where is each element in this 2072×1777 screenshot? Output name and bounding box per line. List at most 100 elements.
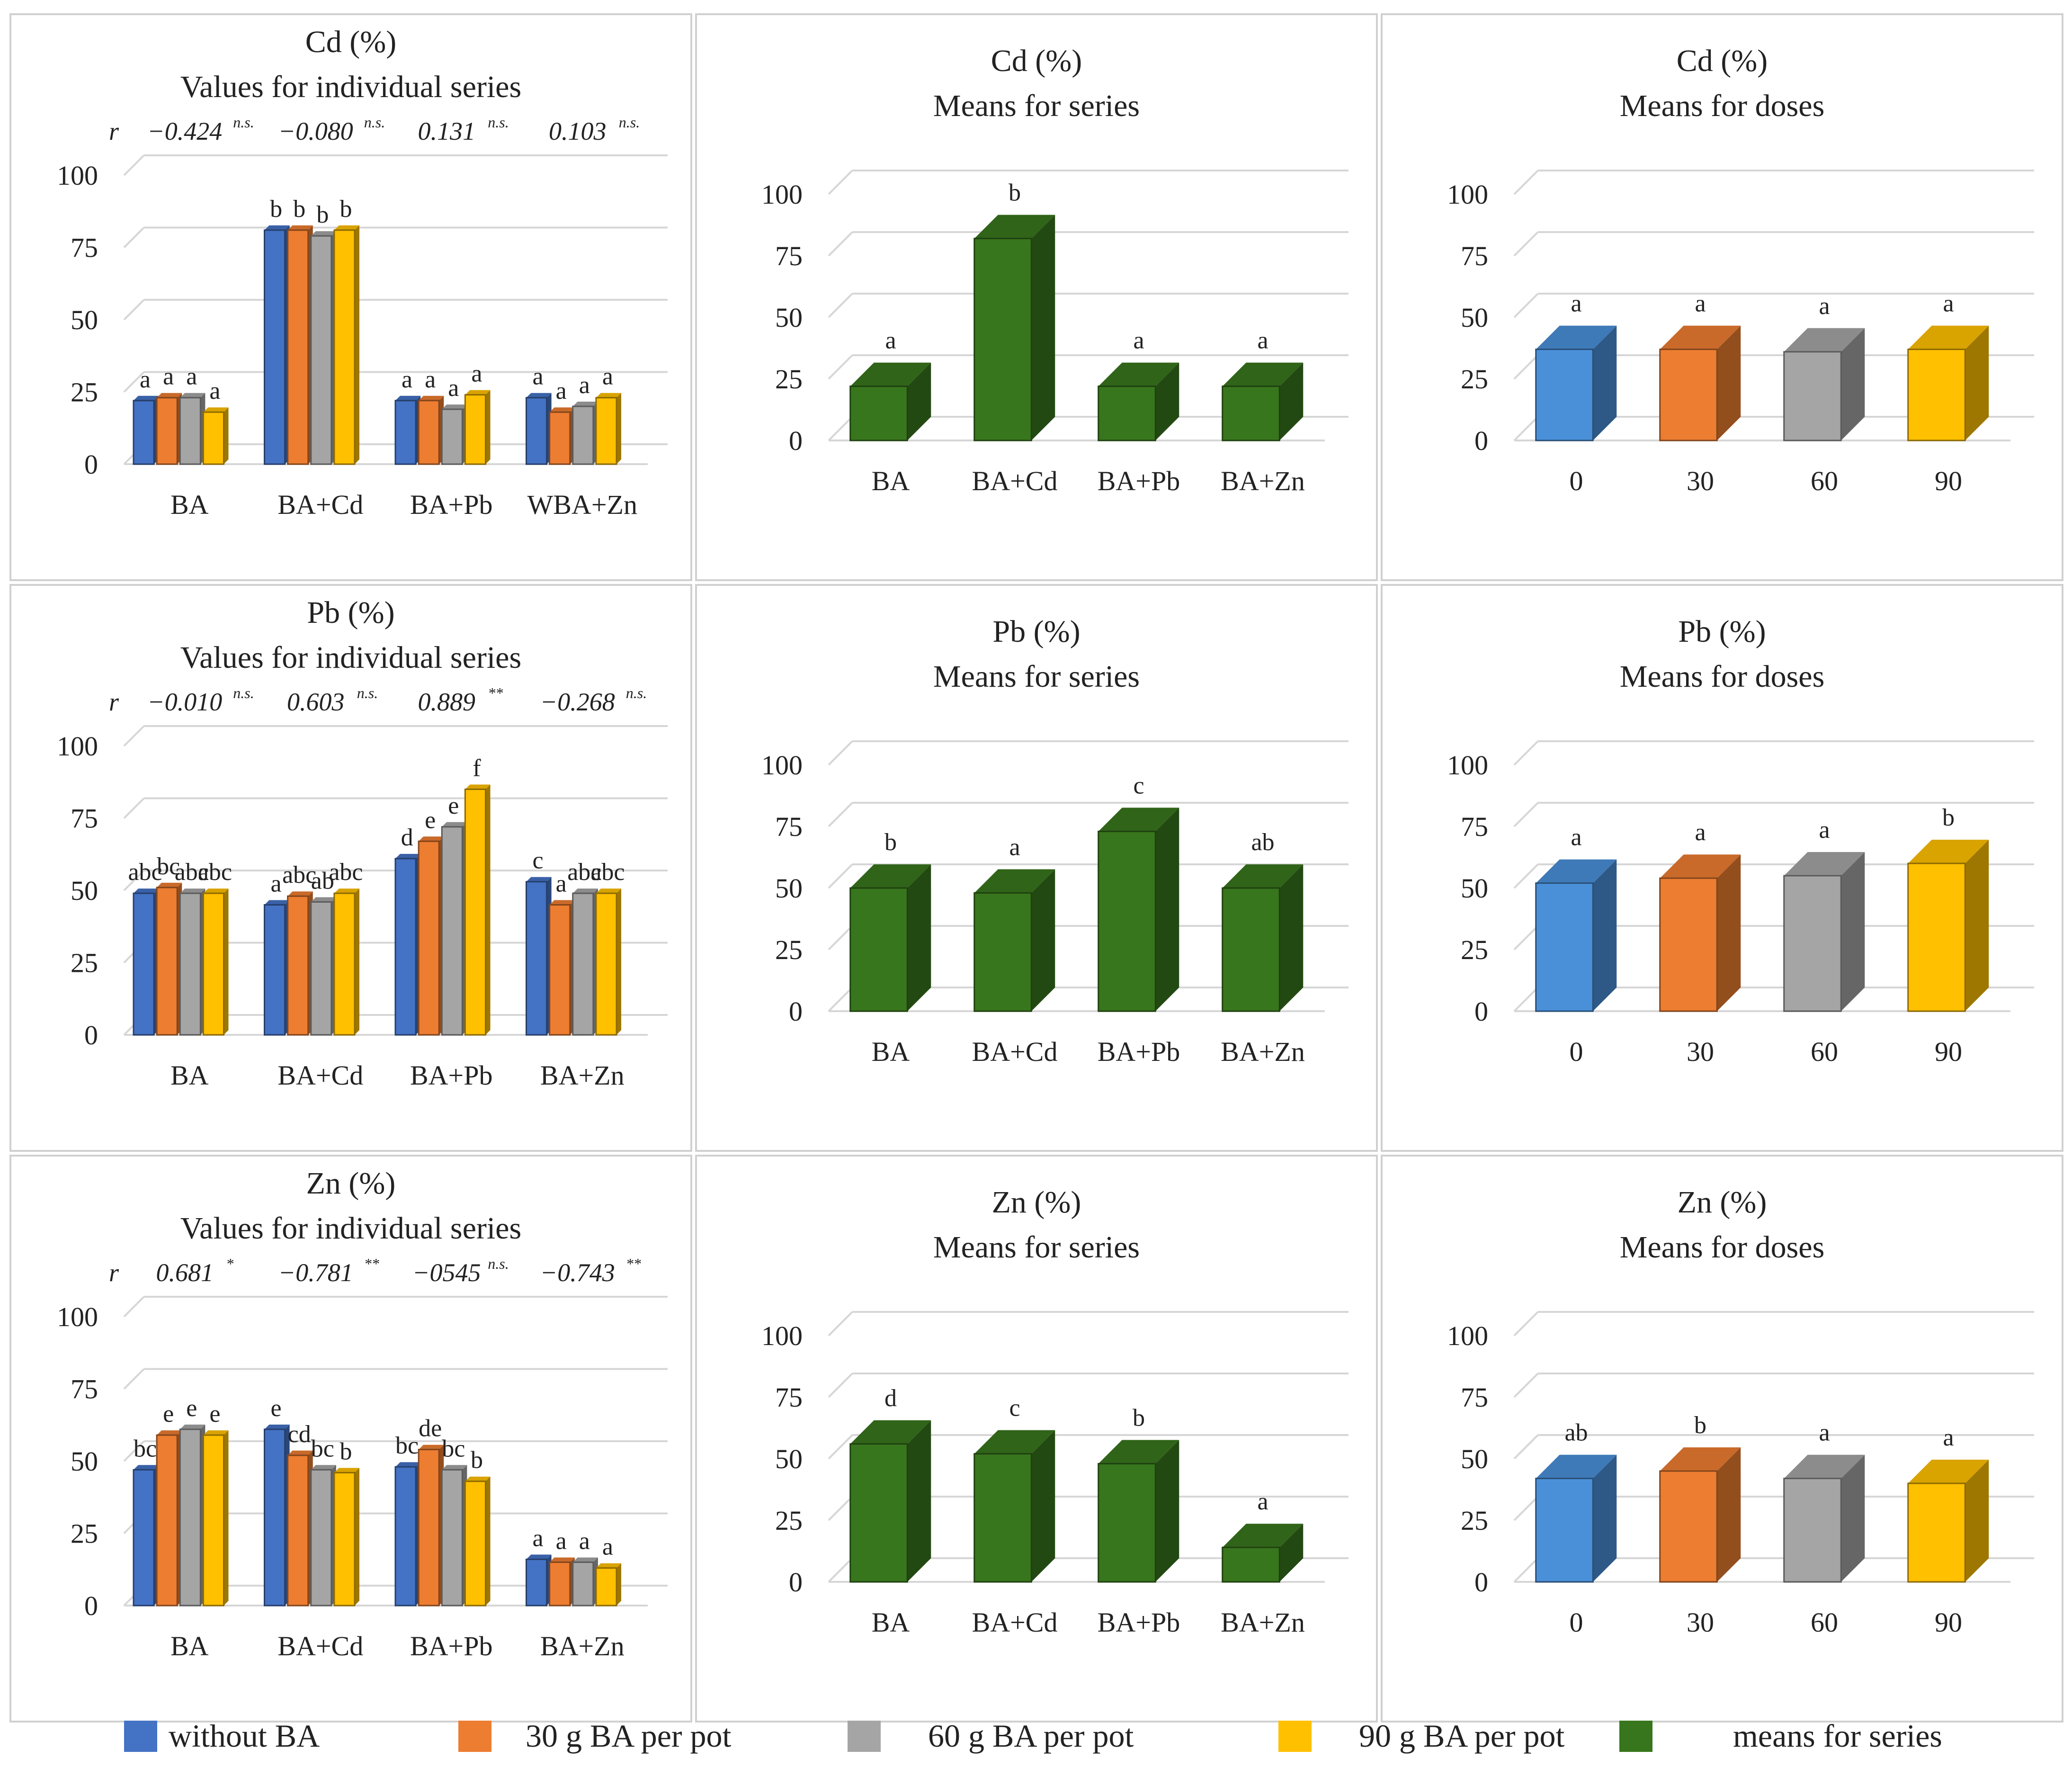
panel-r2c1-xtick-1: BA+Cd: [972, 1607, 1058, 1638]
panel-r0c1-bar-2-side: [1155, 362, 1179, 440]
panel-r1c2-grid-diag-3: [1513, 802, 1539, 827]
panel-r0c0-bar-s0-c1-top: [264, 225, 290, 230]
panel-r1c0-r-value-1: 0.603: [287, 688, 345, 716]
panel-r0c2-ytick-4: 100: [1447, 179, 1488, 210]
panel-r2c0-label-s2-c1: bc: [311, 1435, 334, 1462]
panel-r1c0-bar-s1-c2-top: [419, 836, 444, 842]
panel-r1c0-label-s0-c1: a: [271, 871, 282, 897]
panel-r0c2-ytick-3: 75: [1461, 241, 1488, 271]
panel-r1c2-bar-2-top: [1784, 852, 1865, 876]
panel-r1c0-bar-s1-c0: [156, 887, 178, 1036]
panel-r1c2-ytick-3: 75: [1461, 811, 1488, 842]
panel-r1c1-bar-0-side: [907, 864, 931, 1011]
panel-r2c2-bar-1-top: [1660, 1447, 1741, 1471]
panel-r2c1-bar-1: [973, 1453, 1032, 1583]
panel-r2c2-label-2: a: [1819, 1419, 1830, 1446]
panel-r2c0-bar-s3-c3-top: [596, 1563, 621, 1568]
panel-r1c2-ytick-0: 0: [1474, 996, 1488, 1027]
panel-r2c1-bar-0-top: [850, 1420, 931, 1444]
panel-r1c0-label-s1-c0: bc: [157, 853, 180, 880]
panel-r2c0-bar-s2-c2-top: [442, 1465, 467, 1470]
panel-r2c1-grid-diag-4: [828, 1311, 853, 1337]
panel-r1c1-bar-0: [849, 887, 908, 1012]
panel-r0c0-bar-s2-c1: [310, 235, 332, 465]
panel-r2c0-bar-s1-c3: [549, 1562, 571, 1606]
panel-r0c1-bar-1-side: [1031, 215, 1055, 440]
panel-r1c0-bar-s3-c1: [333, 892, 356, 1036]
legend-label-s0: without BA: [169, 1718, 320, 1754]
panel-r2c0-bar-s0-c0: [133, 1469, 155, 1606]
panel-r0c1-bar-0-side: [907, 362, 931, 440]
panel-r1c2-grid-diag-4: [1513, 740, 1539, 766]
panel-r1c2-bar-0-top: [1536, 859, 1617, 883]
panel-r0c2-bar-1: [1659, 349, 1718, 441]
panel-r1c1-bar-3-top: [1222, 864, 1304, 888]
panel-r0c1-ytick-4: 100: [761, 179, 803, 210]
panel-r0c0-bar-s3-c0-side: [223, 407, 229, 464]
panel-r1c0-bar-s3-c2: [464, 789, 486, 1036]
panel-r0c0-xtick-0: BA: [170, 489, 209, 520]
panel-r1c1-grid-diag-0: [828, 987, 853, 1012]
legend-label-s3: 90 g BA per pot: [1359, 1718, 1565, 1754]
panel-r2c2-xtick-2: 60: [1811, 1607, 1838, 1638]
panel-r2c1-bar-2: [1098, 1463, 1156, 1583]
panel-r2c2-bar-0: [1535, 1478, 1594, 1583]
panel-r1c2-bar-1-top: [1660, 854, 1741, 879]
panel-r2c0-r-value-3: −0.743: [540, 1258, 615, 1287]
panel-r0c0-r-sig-3: n.s.: [619, 114, 640, 131]
panel-r2c2-bar-3-side: [1965, 1460, 1989, 1582]
panel-r0c2-label-1: a: [1695, 290, 1706, 317]
panel-r1c0-bar-s0-c3: [526, 881, 548, 1036]
panel-r0c2-label-3: a: [1943, 290, 1954, 317]
panel-r2c0-bar-s3-c1: [333, 1472, 356, 1606]
panel-r2c0-bar-s0-c3-top: [526, 1554, 552, 1560]
panel-r0c0-bar-s3-c0-top: [203, 407, 229, 413]
panel-r0c0-r-value-3: 0.103: [549, 117, 607, 145]
panel-r0c0-bar-s1-c3-top: [549, 407, 575, 413]
panel-r2c0-label-s1-c3: a: [556, 1528, 567, 1555]
panel-r1c0-xtick-3: BA+Zn: [540, 1060, 625, 1091]
panel-r2c0-bar-s2-c1: [310, 1469, 332, 1606]
panel-r0c0-bar-s3-c1-side: [355, 225, 359, 464]
panel-r0c2-title: Cd (%): [1677, 44, 1768, 78]
panel-r0c0-label-s3-c0: a: [209, 377, 220, 404]
panel-r2c1-bar-1-side: [1031, 1430, 1055, 1582]
panel-r0c2-label-2: a: [1819, 293, 1830, 320]
panel-r1c0-label-s2-c2: e: [448, 792, 459, 819]
panel-r1c0-r-sig-0: n.s.: [233, 684, 254, 701]
panel-r1c2-bar-2-side: [1841, 852, 1865, 1011]
panel-r2c2-frame: [1381, 1155, 2063, 1723]
panel-r0c2-bar-1-top: [1660, 325, 1741, 350]
panel-r0c0-bar-s2-c2: [441, 408, 463, 465]
panel-r2c0-bar-s3-c2-top: [465, 1476, 491, 1481]
panel-r1c2-xtick-3: 90: [1935, 1036, 1962, 1067]
panel-r1c2-bar-3: [1907, 862, 1966, 1012]
panel-r2c1-ytick-1: 25: [775, 1505, 803, 1536]
panel-r1c1-ytick-4: 100: [761, 750, 803, 781]
panel-r0c0-bar-s2-c3: [572, 405, 594, 465]
panel-r1c0-bar-s0-c2: [394, 858, 417, 1036]
panel-r0c0-grid-diag-2: [123, 299, 145, 321]
panel-r2c0-r-label: r: [109, 1258, 119, 1287]
panel-r1c1-bar-1: [973, 892, 1032, 1012]
panel-r2c1-label-1: c: [1009, 1395, 1020, 1422]
panel-r0c2-bar-2-top: [1784, 328, 1865, 352]
panel-r0c0-bar-s2-c1-top: [311, 231, 336, 236]
panel-r1c0-subtitle: Values for individual series: [180, 640, 521, 675]
panel-r1c1-label-0: b: [884, 829, 897, 856]
panel-r0c0-bar-s3-c2-top: [465, 390, 491, 395]
panel-r0c0-label-s3-c3: a: [602, 363, 613, 390]
panel-r2c1-xtick-0: BA: [872, 1607, 910, 1638]
panel-r0c0-label-s0-c0: a: [140, 366, 151, 393]
panel-r1c2-bar-1: [1659, 877, 1718, 1012]
panel-r1c0-bar-s1-c3: [549, 904, 571, 1036]
panel-r2c0-bar-s3-c2-side: [485, 1476, 491, 1606]
panel-r0c2-bar-3-top: [1908, 325, 1989, 350]
panel-r0c0-label-s0-c1: b: [270, 196, 282, 223]
panel-r0c0-bar-s1-c0-top: [157, 393, 182, 398]
panel-r2c0-grid-diag-3: [123, 1368, 145, 1390]
panel-r1c0-bar-s3-c3-side: [616, 888, 621, 1035]
panel-r2c0-grid-diag-4: [123, 1296, 145, 1318]
panel-r1c0-label-s2-c0: abc: [175, 859, 209, 886]
